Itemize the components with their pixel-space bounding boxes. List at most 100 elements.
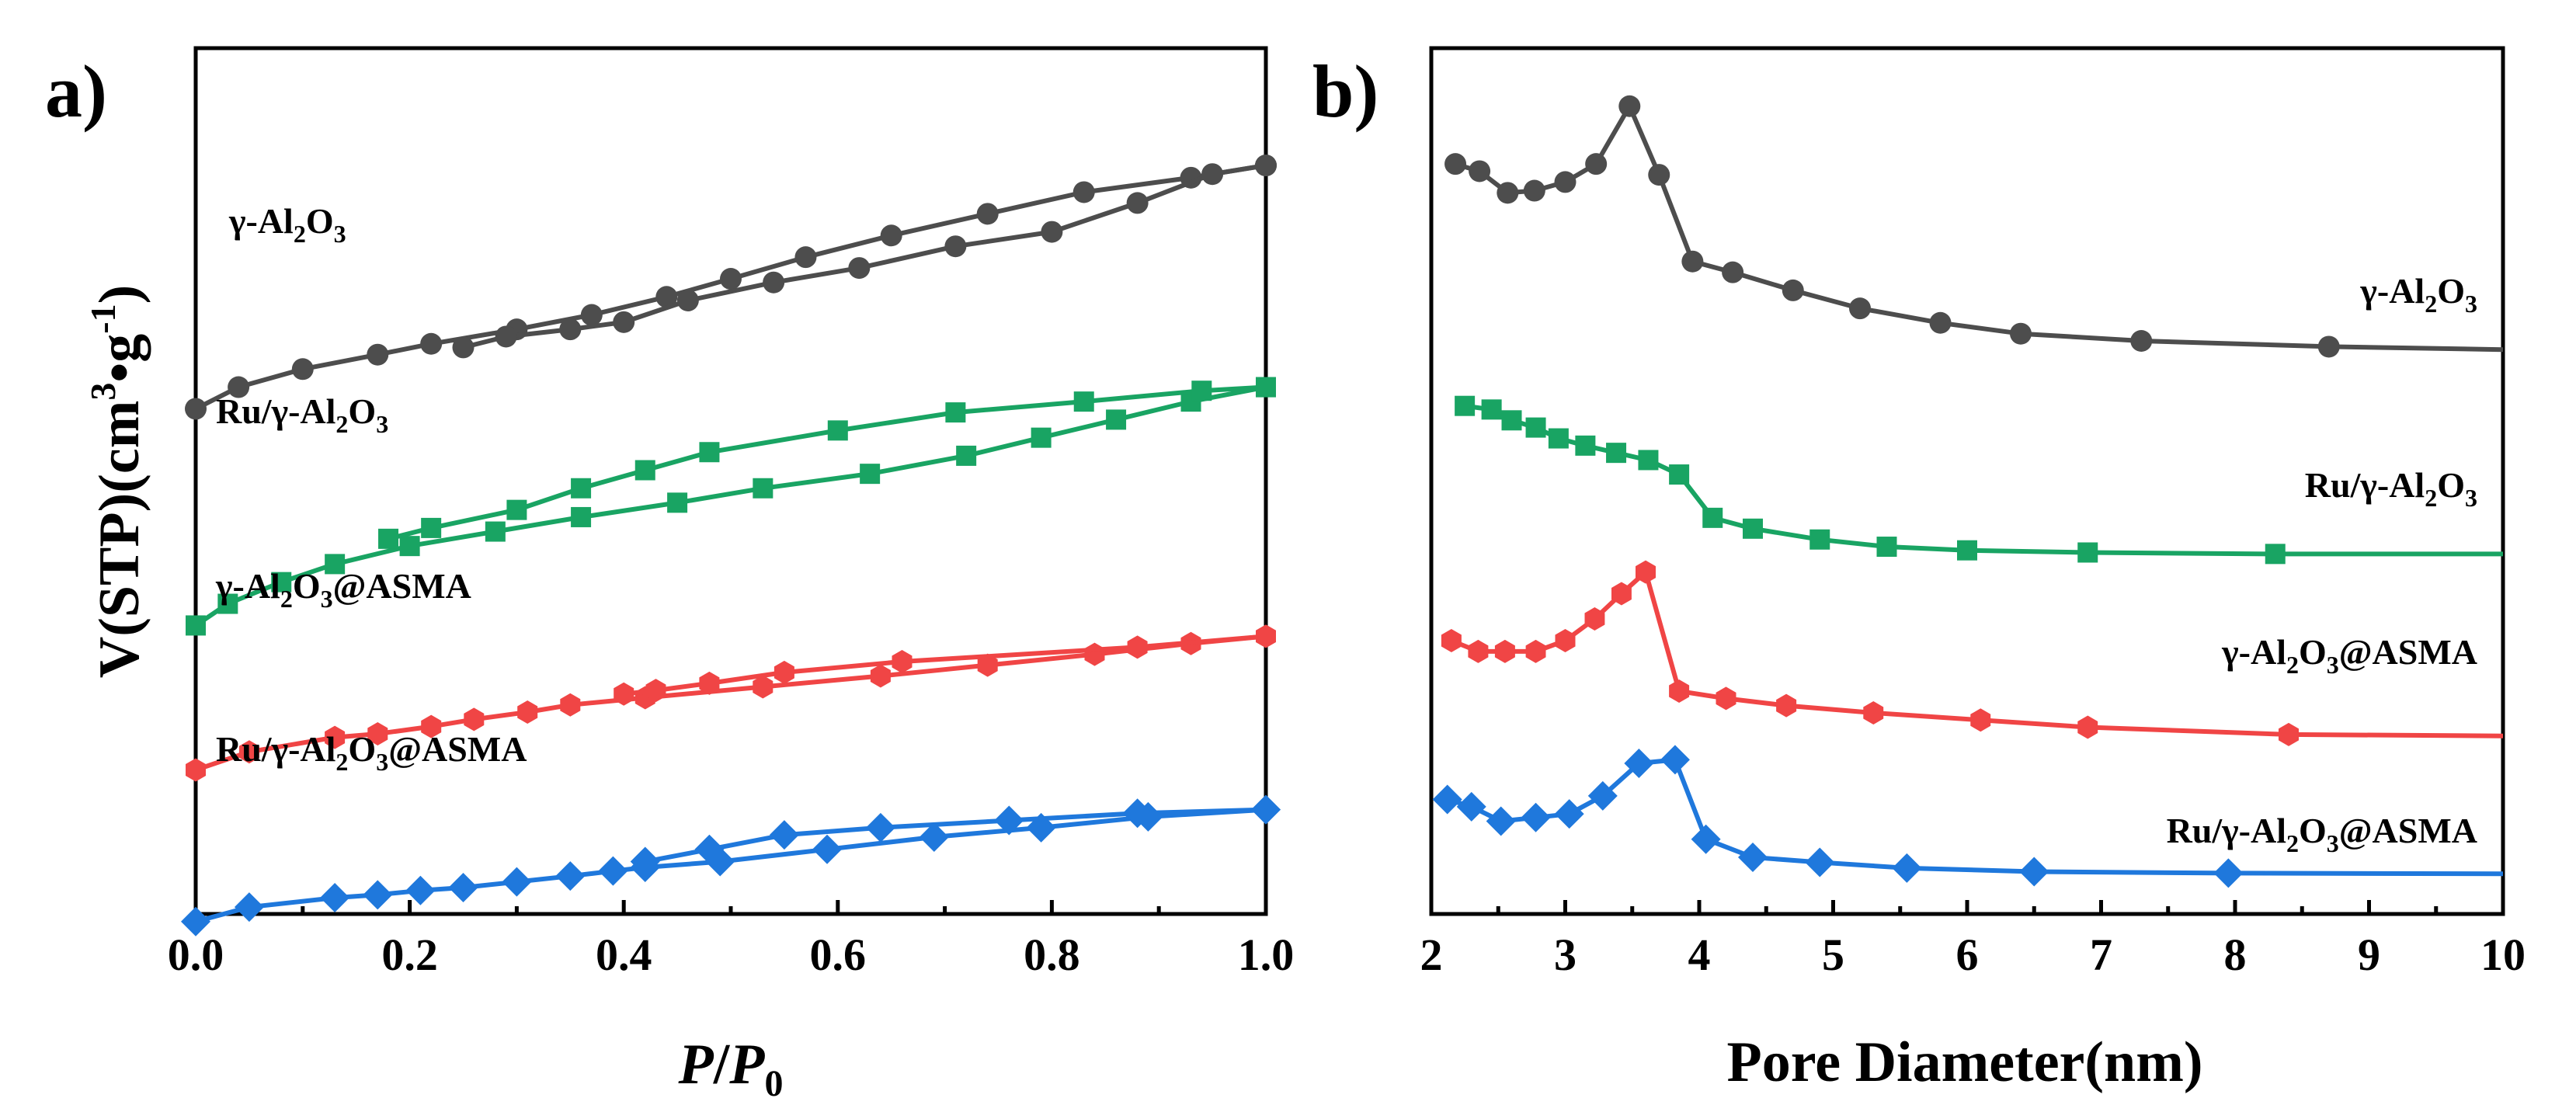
data-point: [2130, 330, 2153, 352]
data-point: [860, 464, 881, 485]
data-point: [1486, 806, 1516, 836]
data-point: [1468, 639, 1489, 663]
data-point: [185, 398, 207, 420]
x-tick-label-b: 6: [1956, 930, 1979, 980]
data-point: [378, 528, 399, 549]
series-a-3: [181, 794, 1281, 937]
series-a-0: [185, 155, 1277, 420]
data-point: [1575, 435, 1596, 456]
x-tick-label-b: 5: [1822, 930, 1844, 980]
data-point: [763, 271, 785, 294]
data-point: [1738, 842, 1768, 872]
data-point: [1201, 163, 1224, 186]
series-label-part: O: [293, 566, 321, 606]
x-tick-label-a: 0.4: [596, 930, 652, 980]
data-point: [976, 203, 999, 225]
data-point: [405, 875, 436, 905]
series-label-part: γ-Al: [228, 201, 294, 241]
series-label-part: 2: [280, 585, 293, 613]
data-point: [291, 358, 314, 381]
series-label-part: 2: [335, 410, 348, 438]
data-point: [228, 376, 250, 398]
data-point: [485, 521, 506, 542]
series-label-part: 2: [335, 748, 348, 776]
series-label-part: O: [348, 391, 376, 431]
series-label-a-1: Ru/γ-Al2O3: [216, 391, 388, 438]
data-point: [2077, 542, 2098, 563]
series-b-1: [1455, 395, 2503, 565]
series-label-part: 3: [321, 585, 333, 613]
panel-a-letter: a): [45, 50, 107, 133]
data-point: [1191, 381, 1212, 401]
data-point: [464, 707, 485, 731]
data-point: [367, 343, 389, 366]
data-point: [634, 460, 655, 481]
x-tick-label-b: 8: [2224, 930, 2247, 980]
x-axis-a-title-sub: 0: [764, 1063, 783, 1104]
series-label-part: Ru/γ-Al: [2167, 811, 2286, 850]
data-point: [421, 517, 442, 538]
data-point: [560, 693, 581, 717]
data-point: [2077, 715, 2098, 739]
series-b-0: [1444, 95, 2504, 358]
series-label-part: 2: [2286, 651, 2299, 679]
data-point: [1126, 192, 1149, 214]
x-axis-a-ticks: [193, 900, 1268, 914]
series-a-1: [186, 377, 1276, 636]
data-point: [1497, 182, 1519, 204]
data-point: [892, 650, 913, 673]
data-point: [1702, 507, 1723, 528]
data-point: [1072, 181, 1095, 203]
data-point: [1660, 745, 1690, 775]
panel-a-frame: [193, 46, 1268, 916]
data-point: [1432, 784, 1462, 815]
data-point: [956, 445, 977, 466]
data-point: [1669, 464, 1690, 485]
x-tick-label-b: 4: [1688, 930, 1711, 980]
data-point: [495, 325, 517, 348]
data-point: [506, 499, 527, 520]
series-label-part: O: [2299, 811, 2327, 850]
data-point: [1469, 160, 1491, 182]
x-tick-label-b: 9: [2358, 930, 2380, 980]
data-point: [1073, 391, 1094, 412]
data-point: [1876, 537, 1897, 558]
data-point: [234, 892, 264, 923]
data-point: [555, 861, 586, 891]
data-point: [1554, 171, 1577, 193]
data-point: [181, 906, 210, 937]
data-point: [1456, 791, 1486, 822]
data-point: [1256, 624, 1276, 648]
x-tick-label-b: 7: [2090, 930, 2112, 980]
data-point: [571, 506, 592, 527]
series-label-b-2: γ-Al2O3@ASMA: [2221, 632, 2477, 679]
series-label-part: O: [348, 729, 376, 769]
y-axis-title-end: ): [88, 285, 151, 304]
data-point: [1669, 679, 1690, 703]
data-point: [1638, 450, 1659, 471]
series-b-3: [1432, 745, 2504, 888]
x-axis-a-title-slash: /: [713, 1033, 731, 1096]
series-label-b-0: γ-Al2O3: [2359, 271, 2477, 318]
data-point: [217, 593, 238, 614]
data-point: [363, 880, 393, 910]
data-point: [1494, 639, 1515, 663]
series-a-2: [186, 624, 1276, 782]
data-point: [794, 246, 817, 269]
data-point: [699, 671, 720, 695]
data-point: [1041, 221, 1063, 243]
data-point: [848, 257, 871, 280]
series-label-part: O: [2437, 271, 2465, 311]
series-label-part: 3: [376, 748, 388, 776]
data-point: [613, 311, 635, 333]
data-point: [1611, 582, 1632, 606]
x-axis-a-title-p: P: [678, 1033, 714, 1096]
data-point: [1501, 410, 1522, 431]
series-label-part: γ-Al: [215, 566, 280, 606]
series-label-part: @ASMA: [2339, 811, 2477, 850]
data-point: [1084, 642, 1105, 666]
data-point: [186, 758, 206, 782]
data-point: [320, 883, 350, 913]
data-point: [1251, 794, 1281, 825]
